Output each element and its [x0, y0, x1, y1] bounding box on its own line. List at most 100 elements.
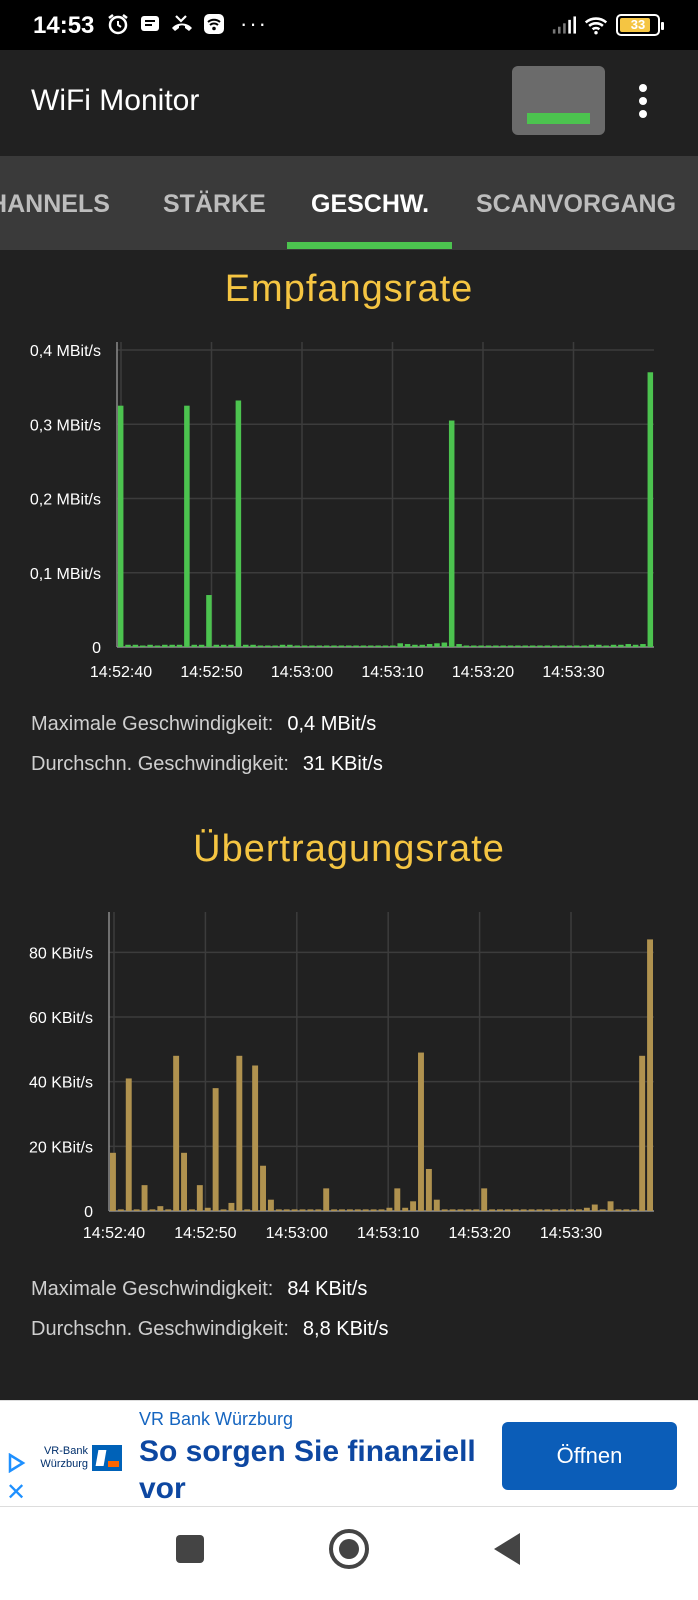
transmit-bar — [449, 1209, 456, 1211]
transmit-bar — [196, 1185, 203, 1211]
receive-bar — [228, 644, 234, 647]
receive-bar — [610, 644, 617, 647]
adchoices-icon[interactable] — [6, 1453, 26, 1473]
receive-bar — [147, 644, 153, 647]
receive-bar — [139, 645, 146, 647]
transmit-x-tick-label: 14:53:20 — [448, 1225, 510, 1242]
receive-bar — [279, 644, 286, 647]
receive-bar — [485, 645, 492, 647]
receive-y-tick-label: 0,2 MBit/s — [30, 492, 101, 509]
transmit-bar — [157, 1206, 164, 1211]
receive-bar — [544, 645, 551, 647]
tab-geschw[interactable]: GESCHW. — [311, 190, 430, 218]
transmit-x-tick-label: 14:52:50 — [174, 1225, 236, 1242]
receive-bar — [515, 645, 521, 647]
receive-bar — [625, 644, 632, 647]
system-icons: 33 — [552, 13, 664, 37]
ad-headline[interactable]: So sorgen Sie finanziell vor — [139, 1435, 476, 1505]
transmit-avg-speed: Durchschn. Geschwindigkeit: 8,8 KBit/s — [31, 1318, 389, 1341]
signal-indicator-button[interactable] — [512, 66, 605, 135]
receive-bar — [448, 420, 455, 647]
receive-bar — [588, 644, 595, 647]
receive-x-tick-label: 14:53:10 — [361, 664, 423, 681]
tab-channels-label: CHANNELS — [0, 190, 110, 218]
receive-bar — [272, 645, 278, 647]
receive-bar — [265, 645, 271, 647]
transmit-bar — [299, 1209, 306, 1211]
transmit-bar — [583, 1207, 590, 1211]
transmit-bar — [323, 1188, 330, 1211]
transmit-bar — [188, 1209, 195, 1211]
transmit-chart-title: Übertragungsrate — [193, 828, 505, 870]
receive-bar — [596, 644, 602, 647]
transmit-bar — [473, 1209, 480, 1211]
transmit-bar — [331, 1209, 338, 1211]
receive-max-speed: Maximale Geschwindigkeit: 0,4 MBit/s — [31, 713, 376, 736]
recents-button[interactable] — [176, 1535, 204, 1563]
receive-y-tick-label: 0 — [92, 640, 101, 657]
overflow-menu-icon[interactable] — [638, 84, 648, 118]
receive-bar — [456, 644, 462, 647]
tab-scanvorgang[interactable]: SCANVORGANG — [476, 190, 677, 218]
ad-open-button[interactable]: Öffnen — [502, 1422, 677, 1490]
more-notifications-icon: ··· — [240, 11, 268, 36]
signal-level-bar — [527, 113, 590, 124]
receive-bar — [169, 644, 175, 647]
ad-banner[interactable]: ✕ VR-Bank Würzburg VR Bank Würzburg So s… — [0, 1400, 698, 1507]
receive-y-tick-label: 0,3 MBit/s — [30, 417, 101, 434]
back-button[interactable] — [494, 1533, 520, 1565]
transmit-max-value: 84 KBit/s — [287, 1278, 368, 1300]
receive-bar — [500, 645, 506, 647]
receive-bar — [294, 645, 300, 647]
app-title: WiFi Monitor — [31, 84, 200, 117]
transmit-bar — [283, 1209, 290, 1211]
transmit-avg-value: 8,8 KBit/s — [302, 1318, 389, 1340]
active-tab-indicator — [287, 242, 452, 249]
transmit-bar — [307, 1209, 314, 1211]
receive-bar — [323, 645, 330, 647]
transmit-bar — [228, 1202, 235, 1211]
transmit-bar — [354, 1209, 361, 1211]
receive-bar — [353, 645, 359, 647]
tab-channels[interactable]: CHANNELS — [0, 190, 110, 219]
receive-bar — [603, 645, 609, 647]
transmit-bar — [125, 1078, 132, 1211]
transmit-x-tick-label: 14:53:00 — [266, 1225, 328, 1242]
receive-bar — [618, 644, 624, 647]
receive-bar — [507, 645, 514, 647]
home-button[interactable] — [329, 1529, 369, 1569]
transmit-bar — [560, 1209, 567, 1211]
receive-x-tick-label: 14:53:00 — [271, 664, 333, 681]
transmit-x-tick-label: 14:53:10 — [357, 1225, 419, 1242]
transmit-bar — [441, 1209, 448, 1211]
receive-bar — [301, 645, 308, 647]
receive-bar — [493, 645, 499, 647]
message-icon — [141, 16, 159, 31]
transmit-bar — [631, 1209, 638, 1211]
close-ad-icon[interactable]: ✕ — [6, 1479, 27, 1506]
transmit-bar — [520, 1209, 527, 1211]
transmit-bar — [425, 1168, 432, 1211]
receive-bar — [647, 372, 654, 647]
receive-bar — [309, 645, 315, 647]
transmit-bar — [497, 1209, 503, 1211]
battery-icon: 33 — [616, 14, 664, 36]
receive-bar — [331, 645, 337, 647]
receive-y-tick-label: 0,4 MBit/s — [30, 343, 101, 360]
transmit-y-tick-label: 40 KBit/s — [29, 1075, 93, 1092]
receive-y-tick-label: 0,1 MBit/s — [30, 566, 101, 583]
receive-bar — [441, 642, 448, 647]
transmit-bar — [315, 1209, 322, 1211]
transmit-bar — [181, 1152, 187, 1211]
transmit-bar — [173, 1055, 180, 1211]
transmit-bar — [394, 1188, 401, 1211]
tab-staerke[interactable]: STÄRKE — [163, 190, 266, 218]
receive-bar — [316, 645, 323, 647]
transmit-bar — [204, 1207, 211, 1211]
transmit-bar — [544, 1209, 551, 1211]
receive-bar — [338, 645, 345, 647]
transmit-bar — [418, 1052, 424, 1211]
transmit-bar — [568, 1209, 575, 1211]
receive-bar — [382, 645, 389, 647]
transmit-bar — [346, 1209, 353, 1211]
